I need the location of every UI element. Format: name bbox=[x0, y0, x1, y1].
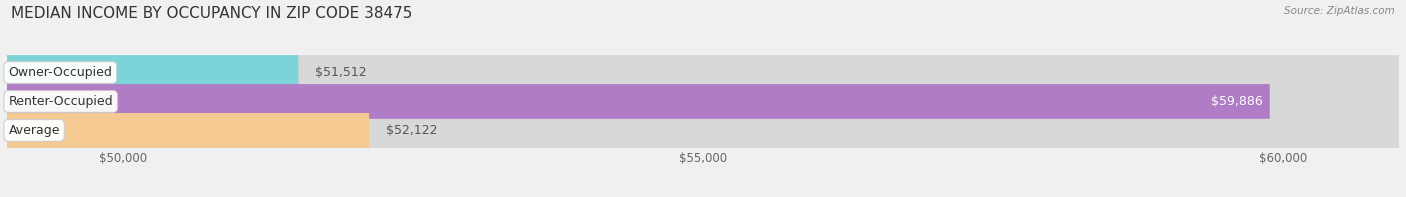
Text: Owner-Occupied: Owner-Occupied bbox=[8, 66, 112, 79]
FancyBboxPatch shape bbox=[7, 84, 1270, 119]
Text: $52,122: $52,122 bbox=[385, 124, 437, 137]
FancyBboxPatch shape bbox=[7, 113, 1399, 148]
FancyBboxPatch shape bbox=[7, 84, 1399, 119]
FancyBboxPatch shape bbox=[7, 113, 370, 148]
Text: MEDIAN INCOME BY OCCUPANCY IN ZIP CODE 38475: MEDIAN INCOME BY OCCUPANCY IN ZIP CODE 3… bbox=[11, 6, 412, 21]
Text: Average: Average bbox=[8, 124, 60, 137]
Text: $59,886: $59,886 bbox=[1211, 95, 1263, 108]
FancyBboxPatch shape bbox=[7, 55, 1399, 90]
Text: Source: ZipAtlas.com: Source: ZipAtlas.com bbox=[1284, 6, 1395, 16]
Text: $51,512: $51,512 bbox=[315, 66, 367, 79]
FancyBboxPatch shape bbox=[7, 55, 298, 90]
Text: Renter-Occupied: Renter-Occupied bbox=[8, 95, 112, 108]
